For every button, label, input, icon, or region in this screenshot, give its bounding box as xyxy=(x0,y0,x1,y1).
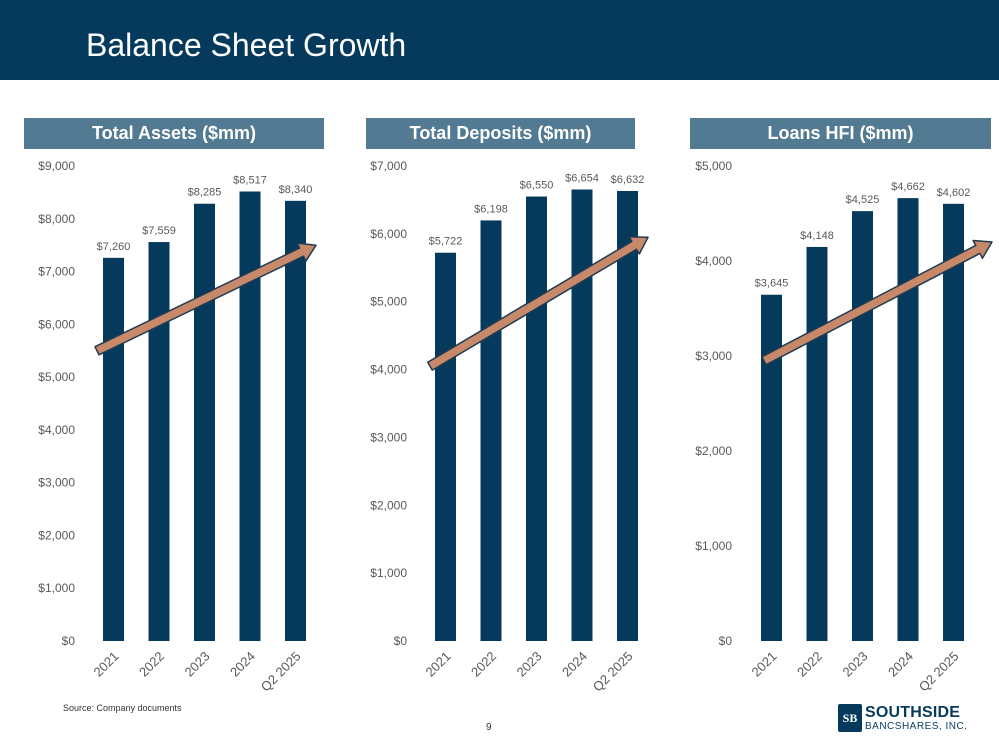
total-assets-chart: $0 $1,000 $2,000 $3,000 $4,000 $5,000 $6,000 $7… xyxy=(38,159,317,695)
loans-hfi-category-label: 2021 xyxy=(749,649,780,680)
total-assets-ytick-label: $5,000 xyxy=(38,370,75,384)
total-assets-bar xyxy=(103,257,124,641)
page-title: Balance Sheet Growth xyxy=(86,27,407,63)
loans-hfi-ytick-label: $0 xyxy=(719,634,733,648)
total-deposits-data-label: $6,632 xyxy=(611,174,645,186)
total-deposits-trend-arrow-icon xyxy=(426,236,649,371)
total-deposits-data-label: $6,198 xyxy=(474,203,508,215)
loans-hfi-trend-arrow-icon xyxy=(761,239,993,366)
title-bar: Balance Sheet Growth xyxy=(0,0,999,80)
total-deposits-ytick-label: $7,000 xyxy=(370,159,407,173)
total-deposits-category-label: Q2 2025 xyxy=(590,649,636,695)
total-assets-data-label: $8,340 xyxy=(279,184,313,196)
logo-mark-icon: SB xyxy=(838,704,862,732)
total-deposits-ytick-label: $2,000 xyxy=(370,498,407,512)
loans-hfi-ytick-label: $2,000 xyxy=(695,444,732,458)
loans-hfi-data-label: $3,645 xyxy=(755,278,789,290)
loans-hfi-category-label: Q2 2025 xyxy=(916,649,962,695)
total-assets-data-label: $7,559 xyxy=(142,225,176,237)
total-assets-bar xyxy=(148,242,170,641)
total-assets-category-label: 2022 xyxy=(136,649,167,680)
loans-hfi-bar xyxy=(806,246,828,641)
total-deposits-bar xyxy=(480,220,502,641)
total-assets-ytick-label: $7,000 xyxy=(38,265,75,279)
total-assets-ytick-label: $2,000 xyxy=(38,528,75,542)
company-logo: SB SOUTHSIDE BANCSHARES, INC. xyxy=(838,703,967,733)
total-assets-category-label: Q2 2025 xyxy=(258,649,304,695)
total-deposits-bar xyxy=(617,190,638,641)
loans-hfi-data-label: $4,525 xyxy=(846,194,880,206)
total-deposits-bar xyxy=(571,189,593,641)
total-assets-category-label: 2023 xyxy=(182,649,213,680)
loans-hfi-bar xyxy=(943,203,964,641)
total-deposits-bar xyxy=(526,196,547,642)
total-deposits-category-label: 2023 xyxy=(514,649,545,680)
total-assets-ytick-label: $3,000 xyxy=(38,476,75,490)
loans-hfi-data-label: $4,148 xyxy=(800,230,834,242)
loans-hfi-chart: $0 $1,000 $2,000 $3,000 $4,000 $5,000 $3,645 20… xyxy=(695,159,993,695)
total-deposits-ytick-label: $1,000 xyxy=(370,566,407,580)
total-assets-ytick-label: $0 xyxy=(62,634,76,648)
loans-hfi-ytick-label: $4,000 xyxy=(695,254,732,268)
total-assets-chart-title: Total Assets ($mm) xyxy=(24,118,324,149)
total-deposits-data-label: $6,654 xyxy=(565,172,599,184)
total-assets-data-label: $7,260 xyxy=(97,241,131,253)
total-deposits-chart: $0 $1,000 $2,000 $3,000 $4,000 $5,000 $6,000 $7… xyxy=(370,159,649,695)
total-assets-trend-arrow-icon xyxy=(94,242,317,356)
total-assets-ytick-label: $1,000 xyxy=(38,581,75,595)
logo-name: SOUTHSIDE xyxy=(865,703,961,721)
loans-hfi-bar xyxy=(897,198,919,642)
loans-hfi-bar xyxy=(761,294,782,641)
loans-hfi-category-label: 2022 xyxy=(794,649,825,680)
loans-hfi-category-label: 2024 xyxy=(885,649,916,680)
total-assets-bar xyxy=(285,200,306,642)
loans-hfi-bar xyxy=(852,211,873,641)
total-deposits-data-label: $5,722 xyxy=(429,236,463,248)
total-deposits-ytick-label: $5,000 xyxy=(370,295,407,309)
total-deposits-ytick-label: $6,000 xyxy=(370,227,407,241)
total-assets-category-label: 2021 xyxy=(91,649,122,680)
total-assets-bar xyxy=(194,203,215,641)
total-assets-ytick-label: $6,000 xyxy=(38,317,75,331)
total-assets-ytick-label: $9,000 xyxy=(38,159,75,173)
loans-hfi-category-label: 2023 xyxy=(840,649,871,680)
total-assets-bar xyxy=(239,191,261,641)
total-assets-category-label: 2024 xyxy=(227,649,258,680)
page-number: 9 xyxy=(486,722,492,733)
total-deposits-chart-title: Total Deposits ($mm) xyxy=(366,118,635,149)
total-deposits-ytick-label: $3,000 xyxy=(370,430,407,444)
loans-hfi-chart-title: Loans HFI ($mm) xyxy=(690,118,991,149)
logo-subtitle: BANCSHARES, INC. xyxy=(865,720,968,732)
total-assets-ytick-label: $8,000 xyxy=(38,212,75,226)
total-assets-data-label: $8,517 xyxy=(233,174,267,186)
total-deposits-ytick-label: $0 xyxy=(394,634,408,648)
total-deposits-ytick-label: $4,000 xyxy=(370,363,407,377)
source-note: Source: Company documents xyxy=(63,703,182,713)
total-deposits-bar xyxy=(435,252,456,641)
total-deposits-data-label: $6,550 xyxy=(520,180,554,192)
loans-hfi-data-label: $4,662 xyxy=(891,181,925,193)
total-deposits-category-label: 2024 xyxy=(559,649,590,680)
loans-hfi-ytick-label: $5,000 xyxy=(695,159,732,173)
loans-hfi-ytick-label: $1,000 xyxy=(695,539,732,553)
total-deposits-category-label: 2022 xyxy=(468,649,499,680)
total-assets-data-label: $8,285 xyxy=(188,187,222,199)
total-deposits-category-label: 2021 xyxy=(423,649,454,680)
loans-hfi-data-label: $4,602 xyxy=(937,187,971,199)
loans-hfi-ytick-label: $3,000 xyxy=(695,349,732,363)
total-assets-ytick-label: $4,000 xyxy=(38,423,75,437)
